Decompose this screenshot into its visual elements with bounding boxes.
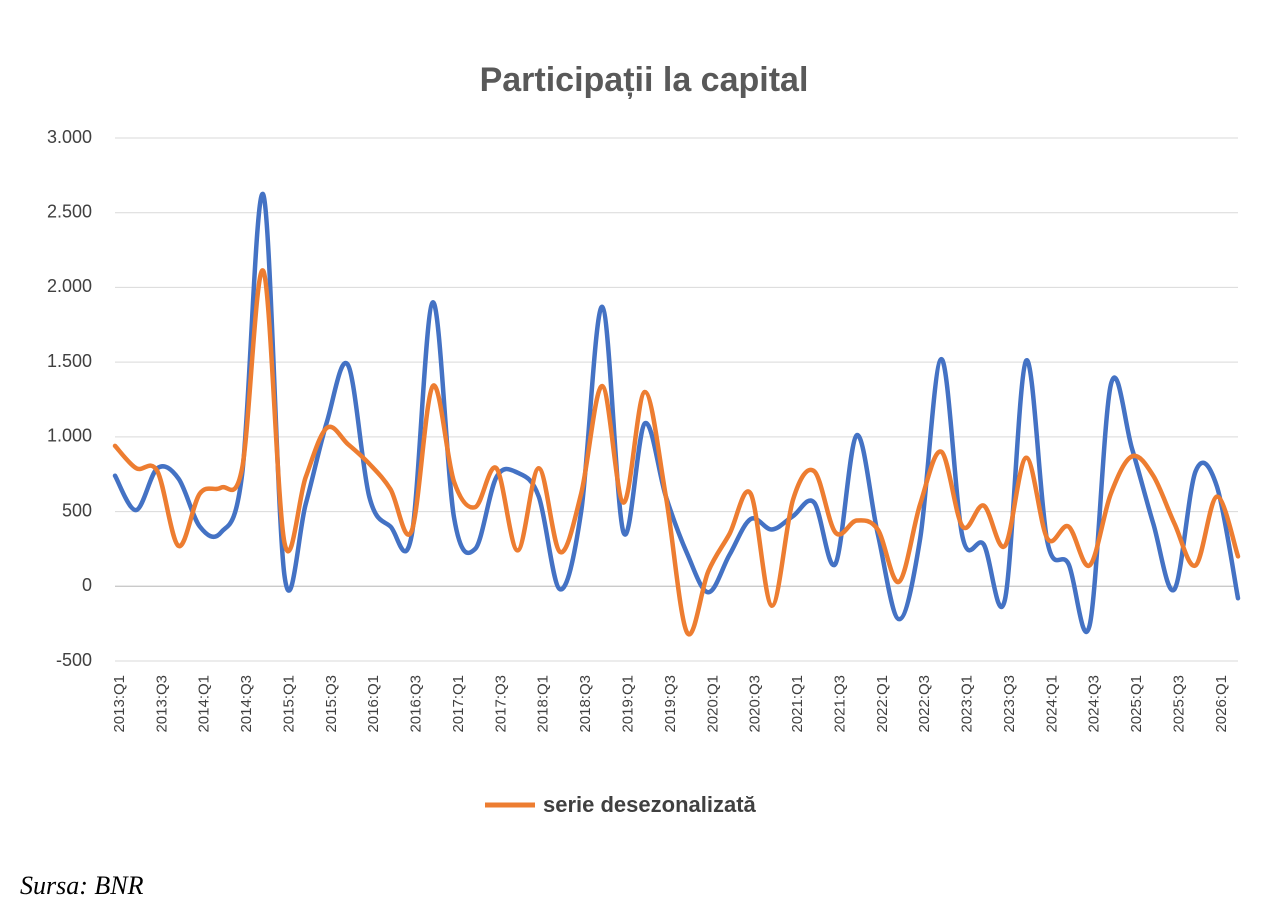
x-tick-label: 2020:Q3 xyxy=(747,675,764,733)
x-tick-label: 2018:Q1 xyxy=(535,675,552,733)
x-tick-label: 2013:Q1 xyxy=(111,675,128,733)
x-tick-label: 2019:Q1 xyxy=(619,675,636,733)
x-tick-label: 2024:Q3 xyxy=(1086,675,1103,733)
x-tick-label: 2022:Q3 xyxy=(916,675,933,733)
x-tick-label: 2018:Q3 xyxy=(577,675,594,733)
x-tick-label: 2014:Q1 xyxy=(196,675,213,733)
x-tick-label: 2020:Q1 xyxy=(704,675,721,733)
x-tick-label: 2016:Q3 xyxy=(408,675,425,733)
y-tick-label: 0 xyxy=(82,575,92,595)
series-line xyxy=(112,268,1241,637)
chart-title: Participații la capital xyxy=(480,61,809,99)
x-tick-label: 2023:Q3 xyxy=(1001,675,1018,733)
y-tick-label: 1.000 xyxy=(47,426,92,446)
x-tick-label: 2015:Q1 xyxy=(280,675,297,733)
x-tick-label: 2023:Q1 xyxy=(959,675,976,733)
source-note: Sursa: BNR xyxy=(20,871,144,900)
y-tick-label: 3.000 xyxy=(47,127,92,147)
x-tick-label: 2014:Q3 xyxy=(238,675,255,733)
x-tick-label: 2015:Q3 xyxy=(323,675,340,733)
y-tick-label: -500 xyxy=(56,650,92,670)
y-tick-label: 1.500 xyxy=(47,351,92,371)
x-tick-label: 2021:Q3 xyxy=(831,675,848,733)
x-tick-label: 2022:Q1 xyxy=(874,675,891,733)
legend-label: serie desezonalizată xyxy=(543,792,757,817)
x-tick-label: 2026:Q1 xyxy=(1213,675,1230,733)
x-tick-label: 2021:Q1 xyxy=(789,675,806,733)
y-tick-label: 500 xyxy=(62,500,92,520)
x-tick-label: 2017:Q1 xyxy=(450,675,467,733)
y-tick-label: 2.000 xyxy=(47,276,92,296)
y-tick-label: 2.500 xyxy=(47,201,92,221)
x-tick-label: 2019:Q3 xyxy=(662,675,679,733)
x-tick-label: 2024:Q1 xyxy=(1043,675,1060,733)
x-tick-label: 2013:Q3 xyxy=(153,675,170,733)
x-tick-label: 2017:Q3 xyxy=(492,675,509,733)
x-tick-label: 2025:Q1 xyxy=(1128,675,1145,733)
x-tick-label: 2025:Q3 xyxy=(1170,675,1187,733)
x-tick-label: 2016:Q1 xyxy=(365,675,382,733)
